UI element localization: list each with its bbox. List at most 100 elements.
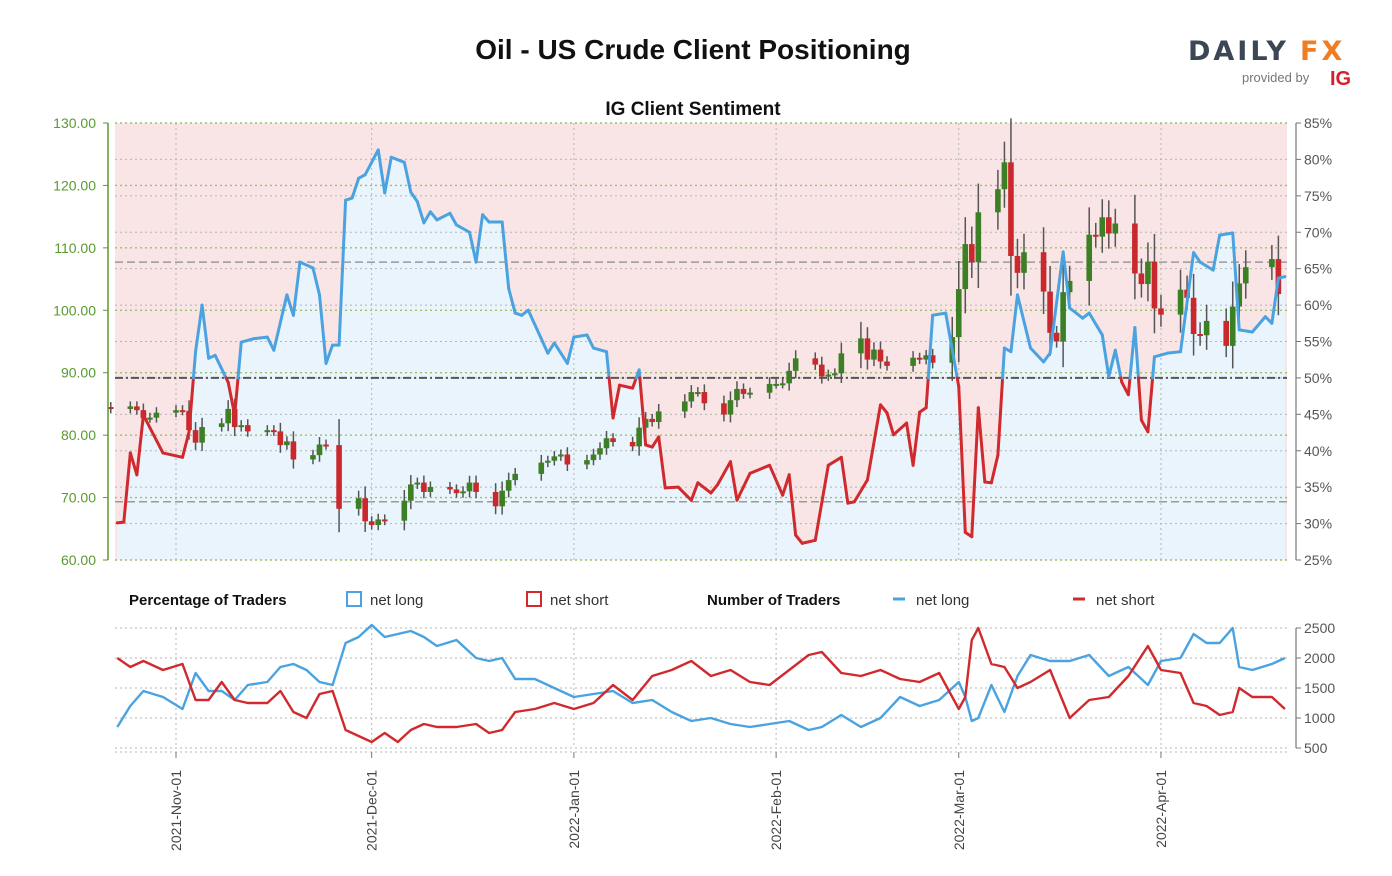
price-candle xyxy=(864,338,871,360)
price-candle xyxy=(179,410,186,413)
price-candle xyxy=(871,349,877,360)
net-long-pct-segment xyxy=(272,293,289,352)
price-candle xyxy=(1242,267,1249,284)
price-candle xyxy=(818,364,825,377)
price-candle xyxy=(929,355,936,363)
price-candle xyxy=(1145,261,1151,285)
net-long-pct-segment xyxy=(448,211,458,227)
traders-tick-label: 500 xyxy=(1304,740,1328,756)
net-long-pct-segment xyxy=(565,335,576,365)
price-candle xyxy=(1053,332,1060,342)
net-long-pct-segment xyxy=(996,376,1005,457)
price-candle xyxy=(773,383,779,386)
price-candle xyxy=(551,456,558,461)
price-candle xyxy=(740,388,747,394)
net-long-pct-segment xyxy=(1136,376,1143,422)
net-long-pct-segment xyxy=(1165,350,1183,355)
price-candle xyxy=(173,410,179,413)
price-tick-label: 120.00 xyxy=(53,177,96,193)
date-tick-label: 2022-Mar-01 xyxy=(951,770,967,850)
price-tick-label: 90.00 xyxy=(61,365,96,381)
price-candle xyxy=(636,427,642,447)
price-candle xyxy=(401,500,408,521)
net-long-pct-segment xyxy=(1029,346,1046,364)
price-candle xyxy=(786,370,792,384)
date-tick-label: 2021-Dec-01 xyxy=(364,770,380,851)
net-long-pct-segment xyxy=(1231,231,1241,332)
net-long-pct-segment xyxy=(709,483,719,495)
net-long-pct-segment xyxy=(350,176,361,200)
price-candle xyxy=(238,425,245,428)
pct-tick-label: 70% xyxy=(1304,224,1332,240)
price-tick-label: 100.00 xyxy=(53,302,96,318)
pct-tick-label: 75% xyxy=(1304,188,1332,204)
net-long-pct-segment xyxy=(389,155,406,164)
legend-pct-short: net short xyxy=(550,592,609,609)
net-long-pct-segment xyxy=(481,213,491,224)
traders-net-short-line xyxy=(116,626,1286,744)
price-candle xyxy=(734,388,740,401)
net-long-pct-segment xyxy=(976,406,987,484)
price-candle xyxy=(649,418,655,423)
price-candle xyxy=(375,519,382,526)
net-long-pct-segment xyxy=(696,481,713,495)
price-candle xyxy=(336,445,342,509)
net-long-pct-segment xyxy=(213,353,228,380)
net-long-pct-segment xyxy=(402,160,413,194)
price-candle xyxy=(721,403,727,415)
price-candle xyxy=(916,357,923,360)
legend-percentage-title: Percentage of Traders xyxy=(129,592,287,609)
price-candle xyxy=(362,498,368,522)
pct-tick-label: 65% xyxy=(1304,261,1332,277)
net-long-pct-segment xyxy=(618,383,635,390)
price-candle xyxy=(962,244,969,290)
net-long-pct-segment xyxy=(409,190,419,204)
net-long-pct-segment xyxy=(383,155,393,195)
price-candle xyxy=(264,430,271,433)
net-long-pct-segment xyxy=(546,341,556,355)
price-candle xyxy=(1099,217,1106,237)
net-long-pct-segment xyxy=(1218,231,1235,237)
price-candle xyxy=(1158,308,1164,315)
net-long-pct-segment xyxy=(591,346,609,354)
price-candle xyxy=(153,412,160,418)
pct-tick-label: 25% xyxy=(1304,552,1332,568)
net-long-pct-segment xyxy=(572,333,589,339)
net-long-pct-segment xyxy=(926,313,935,380)
price-candle xyxy=(590,454,597,461)
price-candle xyxy=(1132,223,1138,274)
net-long-pct-segment xyxy=(428,210,439,222)
pct-tick-label: 40% xyxy=(1304,443,1332,459)
net-long-pct-segment xyxy=(989,453,1000,485)
net-long-pct-segment xyxy=(1001,346,1006,380)
net-long-pct-segment xyxy=(422,210,432,225)
price-candle xyxy=(975,212,982,263)
price-candle xyxy=(473,482,479,492)
net-long-pct-segment xyxy=(435,211,452,222)
price-candle xyxy=(825,374,832,377)
price-candle xyxy=(969,244,975,263)
price-candle xyxy=(701,392,708,404)
net-long-pct-segment xyxy=(638,376,648,447)
net-long-pct-segment xyxy=(1009,293,1019,354)
price-candle xyxy=(1197,334,1203,337)
price-candle xyxy=(1014,255,1021,273)
price-candle xyxy=(453,489,460,494)
price-candle xyxy=(1112,223,1119,234)
net-long-pct-segment xyxy=(324,343,335,365)
price-candle xyxy=(421,482,427,492)
net-long-pct-segment xyxy=(1107,348,1117,378)
price-candle xyxy=(779,383,786,386)
net-long-pct-segment xyxy=(852,478,869,504)
net-long-pct-segment xyxy=(191,350,198,380)
price-tick-label: 130.00 xyxy=(53,115,96,131)
net-long-pct-segment xyxy=(885,411,896,437)
net-long-pct-segment xyxy=(1276,275,1287,280)
chart-title: Oil - US Crude Client Positioning xyxy=(475,34,911,65)
net-long-pct-segment xyxy=(865,403,882,482)
net-long-pct-segment xyxy=(1211,233,1222,272)
price-candle xyxy=(277,431,284,446)
price-candle xyxy=(199,427,205,443)
net-long-pct-segment xyxy=(507,286,517,315)
